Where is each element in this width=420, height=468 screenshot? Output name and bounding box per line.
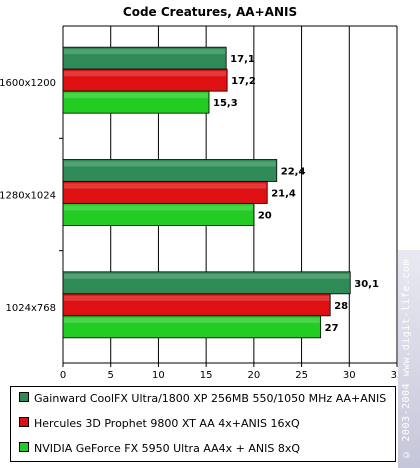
category-label: 1600x1200 xyxy=(0,78,56,89)
data-label: 27 xyxy=(325,323,339,334)
bar-highlight xyxy=(64,317,320,323)
data-label: 28 xyxy=(334,301,348,312)
bar-highlight xyxy=(64,205,253,211)
x-tick-label: 0 xyxy=(60,370,66,381)
bar xyxy=(62,315,322,339)
watermark-text: © 2003-2004 www.digit-life.com xyxy=(401,259,412,460)
x-tick-label: 25 xyxy=(295,370,308,381)
chart-title: Code Creatures, AA+ANIS xyxy=(122,5,298,19)
legend-swatch-hercules xyxy=(19,417,29,427)
category-label: 1280x1024 xyxy=(0,191,56,202)
x-tick-label: 20 xyxy=(247,370,260,381)
category-label: 1024x768 xyxy=(6,303,56,314)
bar-highlight xyxy=(64,161,276,167)
data-label: 17,2 xyxy=(231,76,256,87)
legend-label-hercules: Hercules 3D Prophet 9800 XT AA 4x+ANIS 1… xyxy=(34,417,300,430)
data-label: 20 xyxy=(258,211,272,222)
data-label: 22,4 xyxy=(281,167,306,178)
data-label: 30,1 xyxy=(354,279,379,290)
data-label: 15,3 xyxy=(213,98,238,109)
bar-highlight xyxy=(64,273,350,279)
bar-highlight xyxy=(64,93,209,99)
bar-highlight xyxy=(64,49,226,55)
x-tick-label: 15 xyxy=(200,370,213,381)
legend-item-hercules: Hercules 3D Prophet 9800 XT AA 4x+ANIS 1… xyxy=(19,417,300,431)
data-label: 17,1 xyxy=(230,54,255,65)
watermark: © 2003-2004 www.digit-life.com xyxy=(398,250,420,468)
bar-highlight xyxy=(64,71,227,77)
legend-item-nvidia: NVIDIA GeForce FX 5950 Ultra AA4x + ANIS… xyxy=(19,442,300,456)
legend-label-nvidia: NVIDIA GeForce FX 5950 Ultra AA4x + ANIS… xyxy=(34,442,301,455)
bar-highlight xyxy=(64,295,330,301)
legend-label-gainward: Gainward CoolFX Ultra/1800 XP 256MB 550/… xyxy=(34,392,387,405)
x-tick-label: 35 xyxy=(391,370,404,381)
x-tick-label: 30 xyxy=(343,370,356,381)
legend-swatch-nvidia xyxy=(19,442,29,452)
legend-swatch-gainward xyxy=(19,392,29,402)
bar-highlight xyxy=(64,183,267,189)
legend: Gainward CoolFX Ultra/1800 XP 256MB 550/… xyxy=(10,386,396,462)
bar-chart: 0 5 10 15 20 25 30 35 1600x1200 17,1 17,2 15,3 1280x… xyxy=(0,25,404,381)
data-label: 21,4 xyxy=(271,189,296,200)
bar xyxy=(62,203,255,226)
x-tick-label: 10 xyxy=(152,370,165,381)
legend-item-gainward: Gainward CoolFX Ultra/1800 XP 256MB 550/… xyxy=(19,392,386,406)
bar xyxy=(62,90,210,114)
x-tick-label: 5 xyxy=(108,370,114,381)
